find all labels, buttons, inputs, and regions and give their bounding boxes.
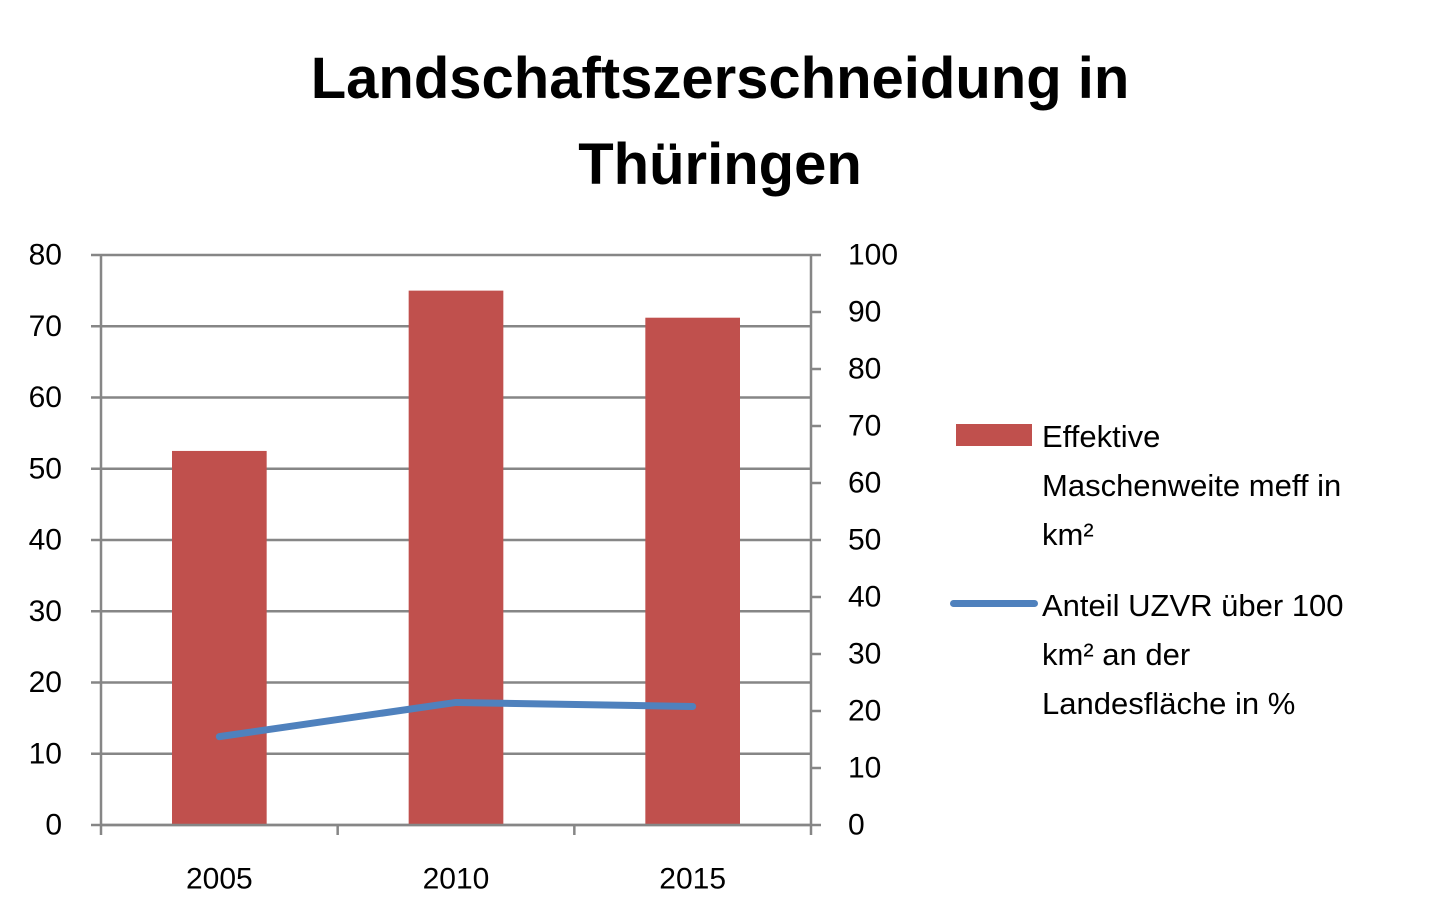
y-left-tick-label: 70 <box>29 310 62 343</box>
x-tick-label: 2015 <box>659 863 726 896</box>
y-left-tick-label: 80 <box>29 239 62 272</box>
y-right-tick-label: 30 <box>848 638 881 671</box>
y-right-tick-label: 100 <box>848 239 898 272</box>
y-left-tick-label: 0 <box>45 809 62 842</box>
y-right-tick-label: 90 <box>848 296 881 329</box>
y-left-tick-label: 60 <box>29 381 62 414</box>
legend-label-bar-line-3: km² <box>1042 517 1094 552</box>
y-left-tick-label: 50 <box>29 452 62 485</box>
x-tick-label: 2010 <box>423 863 490 896</box>
legend-label-bar-line-2: Maschenweite meff in <box>1042 468 1342 503</box>
y-right-tick-label: 60 <box>848 467 881 500</box>
y-left-tick-label: 30 <box>29 595 62 628</box>
bar-series <box>172 290 740 825</box>
axes <box>91 253 821 835</box>
legend-item-line: Anteil UZVR über 100 km² an der Landesfl… <box>950 581 1430 728</box>
legend-swatch-line <box>950 600 1038 607</box>
y-right-tick-label: 80 <box>848 353 881 386</box>
y-right-tick-label: 0 <box>848 809 865 842</box>
legend-swatch-bar <box>956 424 1032 446</box>
chart-plot: 0 10 20 30 40 50 60 70 80 0 10 20 30 40 50 60 70 80 90 100 2… <box>29 239 898 896</box>
line-series <box>215 698 697 741</box>
y-right-tick-label: 10 <box>848 752 881 785</box>
y-right-tick-label: 40 <box>848 581 881 614</box>
chart-title-line-2: Thüringen <box>578 132 862 197</box>
legend-label-bar-line-1: Effektive <box>1042 419 1161 454</box>
legend-label-bar: Effektive Maschenweite meff in km² <box>1042 412 1430 559</box>
legend-label-line-line-1: Anteil UZVR über 100 <box>1042 588 1344 623</box>
bar-2005 <box>172 450 267 825</box>
tick-labels: 0 10 20 30 40 50 60 70 80 0 10 20 30 40 50 60 70 80 90 100 2… <box>29 239 898 896</box>
legend-label-line: Anteil UZVR über 100 km² an der Landesfl… <box>1042 581 1430 728</box>
y-left-tick-label: 20 <box>29 666 62 699</box>
legend-label-line-line-3: Landesfläche in % <box>1042 686 1296 721</box>
legend-item-bar: Effektive Maschenweite meff in km² <box>950 412 1430 559</box>
chart-title-line-1: Landschaftszerschneidung in <box>310 46 1130 111</box>
x-tick-label: 2005 <box>186 863 253 896</box>
y-left-tick-label: 10 <box>29 737 62 770</box>
y-right-tick-label: 50 <box>848 524 881 557</box>
y-right-tick-label: 70 <box>848 410 881 443</box>
y-right-tick-label: 20 <box>848 695 881 728</box>
legend: Effektive Maschenweite meff in km² Antei… <box>950 412 1430 750</box>
bar-2010 <box>408 290 504 825</box>
legend-label-line-line-2: km² an der <box>1042 637 1191 672</box>
y-left-tick-label: 40 <box>29 524 62 557</box>
chart-title: Landschaftszerschneidung in Thüringen <box>0 36 1440 208</box>
bar-2015 <box>645 317 740 825</box>
